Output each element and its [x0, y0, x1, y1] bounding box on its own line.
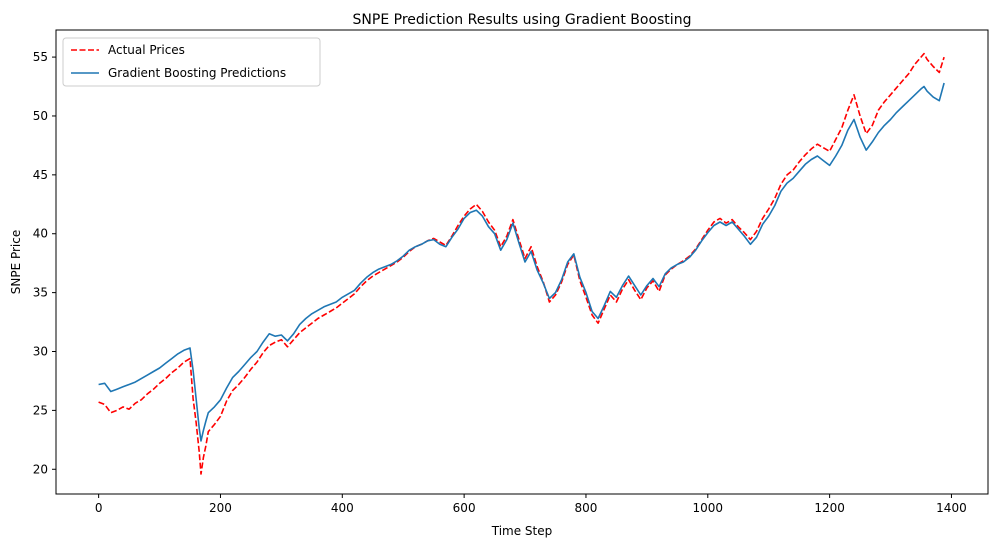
- x-tick-label: 1400: [936, 501, 967, 515]
- y-axis: 20 25 30 35 40 45 50 55: [33, 50, 56, 476]
- x-tick-label: 800: [575, 501, 598, 515]
- x-axis: 0 200 400 600 800 1000 1200 1400: [95, 494, 967, 515]
- y-tick-label: 35: [33, 286, 48, 300]
- x-tick-label: 600: [453, 501, 476, 515]
- series-line-gradient-boosting-predictions: [98, 82, 945, 442]
- legend-label-predictions: Gradient Boosting Predictions: [108, 66, 286, 80]
- legend-label-actual: Actual Prices: [108, 43, 185, 57]
- series-layer: [98, 52, 945, 475]
- legend-box: [62, 37, 321, 87]
- x-tick-label: 1000: [693, 501, 724, 515]
- y-tick-label: 50: [33, 109, 48, 123]
- x-tick-label: 1200: [814, 501, 845, 515]
- y-tick-label: 25: [33, 403, 48, 417]
- chart-title: SNPE Prediction Results using Gradient B…: [353, 12, 692, 28]
- legend: Actual Prices Gradient Boosting Predicti…: [62, 37, 321, 87]
- plot-frame: [55, 29, 989, 495]
- plot-area: [55, 29, 989, 495]
- y-tick-label: 20: [33, 462, 48, 476]
- y-tick-label: 30: [33, 345, 48, 359]
- x-tick-label: 200: [209, 501, 232, 515]
- y-tick-label: 45: [33, 168, 48, 182]
- y-tick-label: 55: [33, 50, 48, 64]
- series-line-actual-prices: [98, 52, 945, 475]
- x-tick-label: 0: [95, 501, 103, 515]
- y-axis-label: SNPE Price: [9, 230, 23, 295]
- x-axis-label: Time Step: [491, 524, 553, 538]
- y-tick-label: 40: [33, 227, 48, 241]
- x-tick-label: 400: [331, 501, 354, 515]
